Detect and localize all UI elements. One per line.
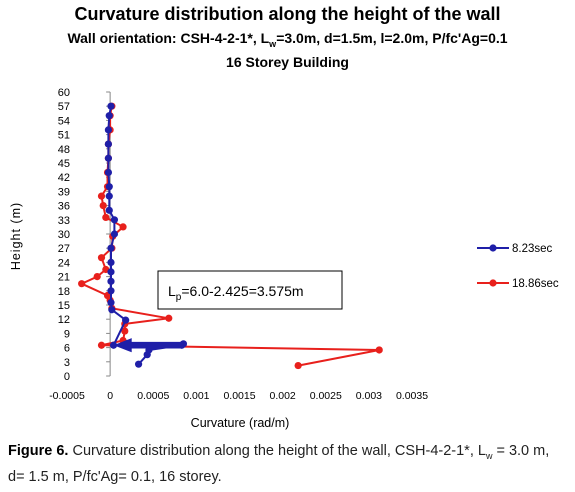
legend-label: 8.23sec: [512, 243, 553, 255]
annotation-prefix: L: [168, 283, 176, 299]
data-point: [119, 223, 127, 231]
data-point: [97, 341, 106, 349]
data-point: [107, 258, 115, 266]
data-point: [78, 280, 86, 288]
data-point: [134, 360, 143, 368]
caption-text-b: = 3.0 m, d= 1.5 m, P/fc'Ag= 0.1, 16 stor…: [8, 443, 550, 485]
y-tick-label: 33: [58, 215, 70, 227]
chart-subtitle-2: 16 Storey Building: [226, 54, 349, 70]
x-tick-label: 0.0015: [223, 390, 255, 402]
y-axis-title: Height (m): [9, 202, 23, 270]
data-point: [97, 254, 106, 262]
data-point: [105, 206, 113, 214]
data-point: [110, 230, 119, 238]
data-point: [107, 277, 115, 285]
y-tick-label: 42: [58, 172, 70, 184]
subtitle-subscript: w: [269, 38, 277, 49]
y-tick-label: 12: [58, 314, 70, 326]
x-tick-label: 0.002: [269, 390, 295, 402]
x-axis-title: Curvature (rad/m): [191, 416, 290, 430]
y-tick-label: 24: [58, 257, 70, 269]
data-point: [99, 202, 107, 210]
caption-label: Figure 6.: [8, 443, 69, 459]
y-tick-label: 0: [64, 371, 70, 383]
annotation-suffix: =6.0-2.425=3.575m: [181, 283, 303, 299]
y-tick-label: 27: [58, 243, 70, 255]
data-point: [105, 183, 113, 191]
y-tick-label: 57: [58, 101, 70, 113]
series-1: [104, 102, 188, 368]
x-tick-label: 0.0035: [396, 390, 428, 402]
data-point: [121, 327, 129, 335]
data-point: [104, 168, 112, 177]
x-tick-label: 0: [107, 390, 113, 402]
data-point: [105, 192, 113, 200]
legend-label: 18.86sec: [512, 278, 559, 290]
data-point: [107, 102, 115, 110]
annotation-subscript: p: [176, 292, 182, 303]
y-tick-label: 54: [58, 115, 70, 127]
data-point: [294, 361, 302, 370]
data-point: [93, 273, 101, 281]
x-tick-label: 0.003: [356, 390, 382, 402]
y-tick-label: 36: [58, 201, 70, 213]
data-point: [165, 314, 173, 322]
y-tick-label: 30: [58, 229, 70, 241]
series-2: [78, 102, 383, 370]
y-tick-label: 45: [58, 158, 70, 170]
curvature-chart: 03691215182124273033363942454851545760-0…: [9, 87, 559, 430]
figure-caption: Figure 6. Curvature distribution along t…: [8, 441, 568, 488]
annotation-text: Lp=6.0-2.425=3.575m: [168, 283, 304, 303]
data-point: [104, 154, 112, 162]
data-point: [105, 112, 113, 120]
y-tick-label: 39: [58, 186, 70, 198]
y-tick-label: 3: [64, 357, 70, 369]
y-tick-label: 21: [58, 272, 70, 284]
data-point: [108, 306, 116, 314]
data-point: [122, 316, 130, 324]
data-point: [97, 192, 106, 200]
legend-item-1: 8.23sec: [477, 243, 553, 255]
data-point: [375, 346, 383, 354]
legend-marker: [489, 244, 497, 252]
data-point: [107, 299, 115, 307]
caption-text-a: Curvature distribution along the height …: [68, 443, 486, 459]
y-tick-label: 48: [58, 144, 70, 156]
legend-item-2: 18.86sec: [477, 278, 559, 290]
annotation-arrow: [113, 338, 184, 353]
x-tick-label: 0.0025: [310, 390, 342, 402]
data-point: [102, 213, 110, 222]
y-tick-label: 18: [58, 286, 70, 298]
data-point: [109, 341, 118, 349]
annotation-box: [157, 270, 343, 310]
data-point: [104, 140, 112, 148]
data-point: [107, 287, 115, 295]
y-tick-label: 51: [58, 130, 70, 142]
data-point: [104, 126, 112, 134]
legend-marker: [489, 279, 497, 287]
x-tick-label: -0.0005: [49, 390, 85, 402]
data-point: [107, 268, 115, 276]
subtitle-suffix: =3.0m, d=1.5m, l=2.0m, P/fc'Ag=0.1: [276, 30, 508, 46]
series-line: [107, 106, 187, 365]
y-tick-label: 15: [58, 300, 70, 312]
chart-subtitle: Wall orientation: CSH-4-2-1*, Lw=3.0m, d…: [0, 30, 575, 49]
y-tick-label: 6: [64, 343, 70, 355]
data-point: [110, 216, 119, 224]
x-tick-label: 0.001: [183, 390, 209, 402]
y-tick-label: 9: [64, 328, 70, 340]
subtitle-prefix: Wall orientation: CSH-4-2-1*, L: [67, 30, 270, 46]
caption-subscript: w: [485, 450, 493, 461]
data-point: [107, 244, 115, 252]
chart-title: Curvature distribution along the height …: [74, 4, 501, 24]
x-tick-label: 0.0005: [137, 390, 169, 402]
y-tick-label: 60: [58, 87, 70, 99]
